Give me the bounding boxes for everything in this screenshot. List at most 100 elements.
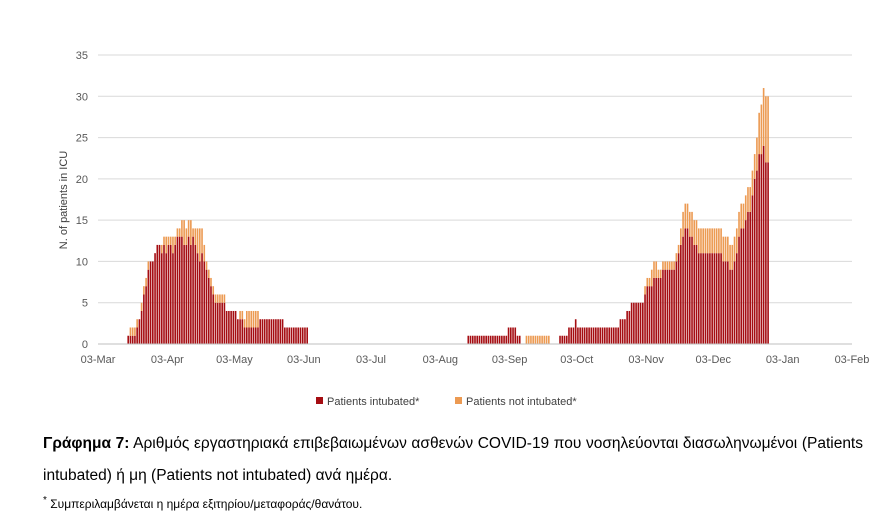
bar-intubated <box>583 327 586 344</box>
bar-intubated <box>494 335 496 344</box>
bar-intubated <box>765 162 767 344</box>
bar-intubated <box>590 327 593 344</box>
bar-not-intubated <box>143 286 145 295</box>
bar-intubated <box>579 327 581 344</box>
bar-intubated <box>156 244 159 344</box>
bar-intubated <box>129 335 132 344</box>
bar-intubated <box>214 302 217 344</box>
bar-not-intubated <box>718 228 720 254</box>
bar-not-intubated <box>686 203 689 229</box>
bar-not-intubated <box>653 261 655 278</box>
bar-not-intubated <box>525 335 528 344</box>
bar-not-intubated <box>190 220 192 245</box>
bar-not-intubated <box>192 228 194 237</box>
bar-intubated <box>212 294 215 344</box>
bar-intubated <box>514 327 517 344</box>
bar-not-intubated <box>167 236 170 245</box>
bars-area <box>127 88 769 344</box>
bar-intubated <box>261 319 264 344</box>
bar-not-intubated <box>727 236 729 262</box>
bar-intubated <box>735 253 738 344</box>
x-tick-label: 03-Dec <box>696 354 732 366</box>
y-tick-label: 0 <box>82 339 88 351</box>
bar-not-intubated <box>254 310 257 328</box>
bar-intubated <box>612 327 615 344</box>
bar-intubated <box>203 261 206 344</box>
bar-not-intubated <box>682 211 684 237</box>
bar-intubated <box>281 319 284 344</box>
bar-intubated <box>729 269 731 344</box>
bar-intubated <box>633 302 635 344</box>
bar-intubated <box>664 269 666 344</box>
bar-intubated <box>722 261 725 344</box>
bar-intubated <box>237 319 239 344</box>
bar-not-intubated <box>243 319 246 328</box>
bar-not-intubated <box>697 228 700 254</box>
bar-not-intubated <box>706 228 709 254</box>
bar-not-intubated <box>677 244 680 254</box>
bar-intubated <box>243 327 246 344</box>
bar-intubated <box>597 327 599 344</box>
bar-intubated <box>257 327 259 344</box>
bar-intubated <box>306 327 308 344</box>
bar-intubated <box>154 253 156 344</box>
bar-intubated <box>715 253 718 344</box>
bar-not-intubated <box>756 137 758 171</box>
bar-not-intubated <box>700 228 702 254</box>
bar-intubated <box>292 327 295 344</box>
x-tick-label: 03-Nov <box>628 354 664 366</box>
bar-not-intubated <box>704 228 707 254</box>
bar-not-intubated <box>684 203 687 229</box>
bar-intubated <box>474 335 476 344</box>
bar-intubated <box>221 302 223 344</box>
bar-intubated <box>301 327 304 344</box>
bar-intubated <box>199 261 201 344</box>
bar-intubated <box>563 335 566 344</box>
bar-intubated <box>169 244 172 344</box>
bar-not-intubated <box>129 327 132 336</box>
bar-intubated <box>603 327 606 344</box>
footnote-mark: * <box>43 495 47 506</box>
bar-not-intubated <box>147 261 150 270</box>
bar-not-intubated <box>205 261 208 270</box>
bar-intubated <box>277 319 279 344</box>
legend-swatch-not-intubated <box>455 397 462 404</box>
bar-intubated <box>642 302 644 344</box>
bar-not-intubated <box>646 277 649 287</box>
bar-not-intubated <box>176 228 179 237</box>
bar-intubated <box>304 327 306 344</box>
bar-intubated <box>704 253 707 344</box>
bar-intubated <box>724 261 727 344</box>
bar-intubated <box>176 236 179 344</box>
bar-not-intubated <box>216 294 219 303</box>
bar-not-intubated <box>219 294 221 303</box>
bar-not-intubated <box>527 335 530 344</box>
bar-intubated <box>172 253 174 344</box>
bar-not-intubated <box>760 104 763 155</box>
bar-intubated <box>601 327 604 344</box>
bar-intubated <box>152 261 154 344</box>
bar-not-intubated <box>744 195 747 221</box>
x-tick-label: 03-May <box>216 354 253 366</box>
bar-intubated <box>751 195 754 344</box>
bar-intubated <box>245 327 248 344</box>
footnote-text: Συμπεριλαμβάνεται η ημέρα εξιτηρίου/μετα… <box>46 497 363 511</box>
bar-not-intubated <box>165 236 168 254</box>
bar-intubated <box>628 310 631 344</box>
bar-not-intubated <box>145 277 147 287</box>
bar-not-intubated <box>223 294 226 303</box>
legend: Patients intubated* Patients not intubat… <box>316 396 577 408</box>
bar-not-intubated <box>136 319 138 328</box>
bar-intubated <box>680 244 682 344</box>
bar-intubated <box>617 327 619 344</box>
bar-intubated <box>574 319 577 344</box>
bar-not-intubated <box>536 335 539 344</box>
bar-intubated <box>134 335 136 344</box>
bar-intubated <box>688 236 691 344</box>
bar-intubated <box>234 310 237 344</box>
bar-intubated <box>509 327 512 344</box>
bar-intubated <box>657 277 660 344</box>
bar-intubated <box>498 335 501 344</box>
bar-intubated <box>131 335 134 344</box>
bar-not-intubated <box>659 269 662 278</box>
